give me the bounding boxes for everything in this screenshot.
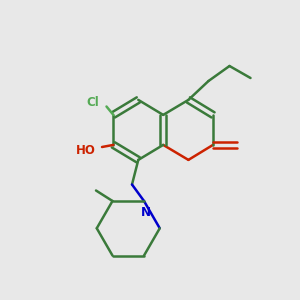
Text: Cl: Cl bbox=[87, 95, 99, 109]
Text: HO: HO bbox=[76, 143, 95, 157]
Text: N: N bbox=[140, 206, 151, 219]
